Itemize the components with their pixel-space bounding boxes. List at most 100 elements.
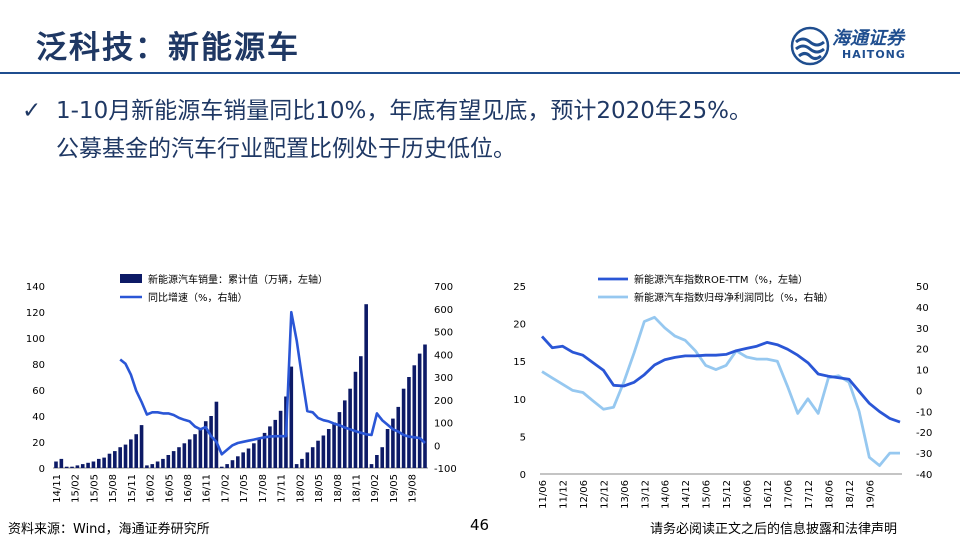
title-divider bbox=[0, 72, 960, 74]
y-left-tick-label: 5 bbox=[520, 432, 526, 443]
x-tick-label: 18/12 bbox=[845, 480, 856, 509]
x-tick-label: 18/05 bbox=[314, 474, 325, 503]
y-right-tick-label: -20 bbox=[916, 428, 932, 439]
y-right-tick-label: 200 bbox=[434, 396, 453, 407]
sales-bar bbox=[161, 458, 165, 468]
logo-chinese-text: 海通证券 bbox=[832, 28, 904, 49]
source-note: 资料来源：Wind，海通证券研究所 bbox=[8, 522, 210, 537]
legend-line-label: 同比增速（%，右轴） bbox=[148, 291, 248, 304]
y-right-tick-label: 100 bbox=[434, 419, 453, 430]
sales-bar bbox=[166, 455, 171, 468]
sales-bar bbox=[171, 451, 176, 468]
y-right-tick-label: 300 bbox=[434, 373, 453, 384]
logo-english-text: HAITONG bbox=[842, 48, 906, 61]
sales-bar bbox=[123, 444, 128, 468]
x-tick-label: 13/06 bbox=[620, 480, 631, 509]
x-tick-label: 16/02 bbox=[146, 474, 157, 503]
x-tick-label: 17/02 bbox=[220, 474, 231, 503]
sales-bar bbox=[246, 448, 251, 468]
sales-bar bbox=[407, 377, 411, 468]
roe-chart: 0 5 10 15 20 25 -40 -30 -20 -10 0 10 20 30 40 50 11/06 11… bbox=[513, 273, 932, 509]
sales-bar bbox=[182, 443, 187, 468]
haitong-logo-icon bbox=[790, 26, 830, 66]
x-tick-label: 16/08 bbox=[183, 474, 194, 503]
sales-bar bbox=[54, 461, 58, 468]
x-tick-label: 13/12 bbox=[640, 480, 651, 509]
sales-bar bbox=[391, 418, 395, 468]
y-right-tick-label: -30 bbox=[916, 449, 932, 460]
disclaimer-note: 请务必阅读正文之后的信息披露和法律声明 bbox=[650, 522, 898, 537]
sales-bar bbox=[155, 461, 160, 468]
y-right-tick-label: -40 bbox=[916, 470, 932, 481]
y-right-tick-label: 0 bbox=[916, 386, 922, 397]
x-tick-label: 19/08 bbox=[408, 474, 419, 503]
sales-bar bbox=[96, 458, 101, 468]
bullet-line-2: 公募基金的汽车行业配置比例处于历史低位。 bbox=[56, 136, 516, 162]
sales-bar bbox=[385, 429, 390, 468]
sales-bar bbox=[321, 435, 326, 468]
sales-bar bbox=[305, 452, 310, 468]
y-left-tick-label: 10 bbox=[513, 395, 526, 406]
x-tick-label: 19/05 bbox=[389, 474, 400, 503]
x-tick-label: 11/12 bbox=[558, 480, 569, 509]
sales-bar bbox=[300, 458, 304, 468]
y-right-tick-label: 50 bbox=[916, 282, 929, 293]
sales-bar bbox=[423, 344, 427, 468]
profit-growth-line bbox=[541, 315, 900, 468]
y-right-tick-label: 30 bbox=[916, 324, 929, 335]
sales-bar bbox=[225, 464, 229, 468]
y-right-tick-label: 700 bbox=[434, 282, 453, 293]
x-tick-label: 15/12 bbox=[722, 480, 733, 509]
x-tick-label: 14/11 bbox=[52, 474, 63, 503]
sales-bar bbox=[278, 410, 283, 468]
sales-bar bbox=[80, 464, 85, 468]
y-right-tick-label: -10 bbox=[916, 407, 932, 418]
x-tick-label: 15/05 bbox=[89, 474, 100, 503]
x-tick-label: 18/11 bbox=[351, 474, 362, 503]
sales-bar bbox=[262, 432, 267, 468]
y-right-tick-label: 0 bbox=[434, 441, 440, 452]
sales-bar bbox=[332, 422, 336, 468]
x-tick-label: 16/06 bbox=[743, 480, 754, 509]
y-right-tick-label: 600 bbox=[434, 305, 453, 316]
sales-bar bbox=[375, 455, 379, 468]
y-right-tick-label: 40 bbox=[916, 303, 929, 314]
sales-bar bbox=[236, 456, 240, 468]
sales-bar bbox=[337, 412, 342, 468]
y-left-tick-label: 20 bbox=[513, 320, 526, 331]
bullet-line-1: 1-10月新能源车销量同比10%，年底有望见底，预计2020年25%。 bbox=[56, 98, 752, 124]
sales-bar bbox=[241, 452, 245, 468]
sales-bar bbox=[113, 451, 117, 468]
sales-chart: 0 20 40 60 80 100 120 140 -100 0 100 200 300 400 500 60… bbox=[26, 273, 457, 503]
sales-bar bbox=[359, 356, 363, 468]
y-left-tick-label: 15 bbox=[513, 357, 526, 368]
sales-bar bbox=[64, 466, 69, 468]
sales-bar bbox=[310, 447, 315, 468]
sales-bar bbox=[107, 453, 112, 468]
x-tick-label: 17/05 bbox=[239, 474, 250, 503]
y-left-tick-label: 100 bbox=[26, 334, 45, 345]
x-tick-label: 15/08 bbox=[108, 474, 119, 503]
legend-bar-label: 新能源汽车销量：累计值（万辆，左轴） bbox=[148, 273, 328, 286]
x-tick-label: 17/12 bbox=[804, 480, 815, 509]
x-tick-label: 18/08 bbox=[333, 474, 344, 503]
x-tick-label: 16/12 bbox=[763, 480, 774, 509]
roe-line bbox=[540, 335, 901, 424]
y-left-tick-label: 60 bbox=[32, 386, 45, 397]
x-tick-label: 17/11 bbox=[277, 474, 288, 503]
sales-bar bbox=[177, 447, 181, 468]
x-tick-label: 19/02 bbox=[370, 474, 381, 503]
legend-roe-label: 新能源汽车指数ROE-TTM（%，左轴） bbox=[634, 273, 808, 286]
x-tick-label: 16/05 bbox=[164, 474, 175, 503]
sales-bar bbox=[145, 465, 149, 468]
sales-bar bbox=[316, 440, 320, 468]
sales-bar bbox=[412, 365, 417, 468]
y-right-tick-label: 400 bbox=[434, 350, 453, 361]
sales-bar bbox=[326, 429, 331, 468]
sales-bar bbox=[59, 458, 64, 468]
x-tick-label: 15/06 bbox=[702, 480, 713, 509]
sales-bar bbox=[268, 426, 272, 468]
sales-bar bbox=[150, 464, 155, 468]
sales-bar bbox=[417, 353, 422, 468]
sales-bar bbox=[139, 425, 144, 468]
